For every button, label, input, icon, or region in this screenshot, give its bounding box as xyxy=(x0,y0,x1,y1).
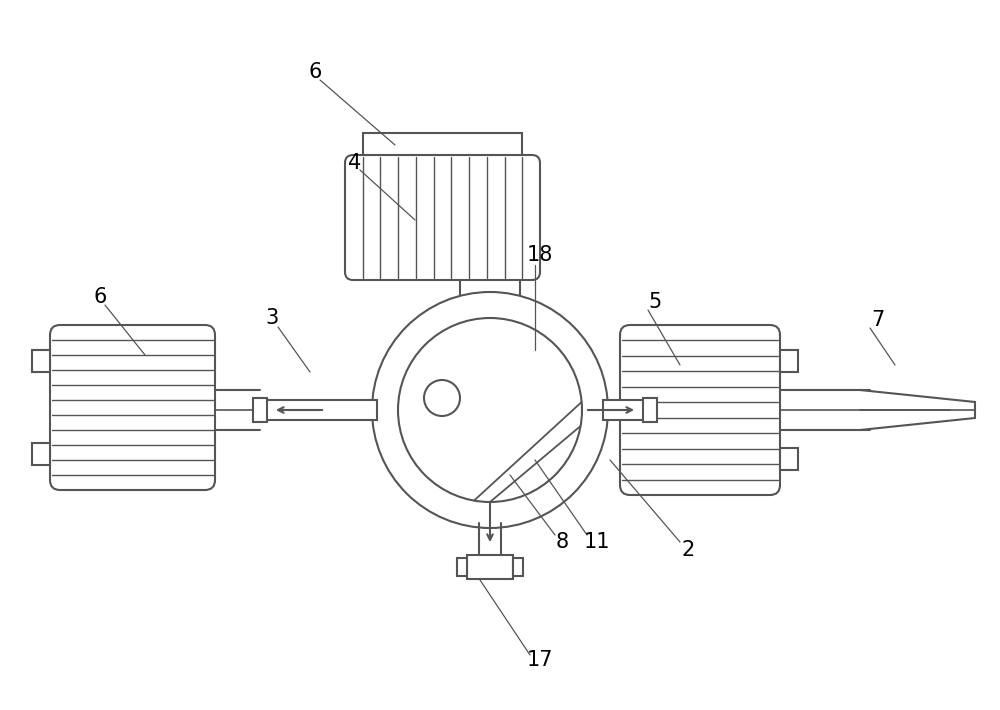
Bar xyxy=(32,443,50,465)
FancyBboxPatch shape xyxy=(50,325,215,490)
Bar xyxy=(32,350,50,372)
Bar xyxy=(363,133,522,155)
Text: 2: 2 xyxy=(681,540,695,560)
Bar xyxy=(643,398,657,422)
Circle shape xyxy=(372,292,608,528)
Text: 3: 3 xyxy=(265,308,279,328)
Text: 5: 5 xyxy=(648,292,662,312)
Bar xyxy=(603,400,645,420)
Text: 11: 11 xyxy=(584,532,610,552)
Bar xyxy=(265,400,377,420)
Bar xyxy=(457,558,467,576)
Text: 6: 6 xyxy=(93,287,107,307)
Bar xyxy=(513,558,523,576)
Text: 4: 4 xyxy=(348,153,362,173)
FancyBboxPatch shape xyxy=(620,325,780,495)
Circle shape xyxy=(424,380,460,416)
FancyBboxPatch shape xyxy=(345,155,540,280)
Text: 18: 18 xyxy=(527,245,553,265)
Text: 17: 17 xyxy=(527,650,553,670)
Bar xyxy=(780,350,798,372)
Bar xyxy=(780,448,798,470)
Bar xyxy=(253,398,267,422)
Text: 7: 7 xyxy=(871,310,885,330)
Text: 8: 8 xyxy=(555,532,569,552)
Text: 6: 6 xyxy=(308,62,322,82)
Circle shape xyxy=(398,318,582,502)
Bar xyxy=(467,555,513,579)
